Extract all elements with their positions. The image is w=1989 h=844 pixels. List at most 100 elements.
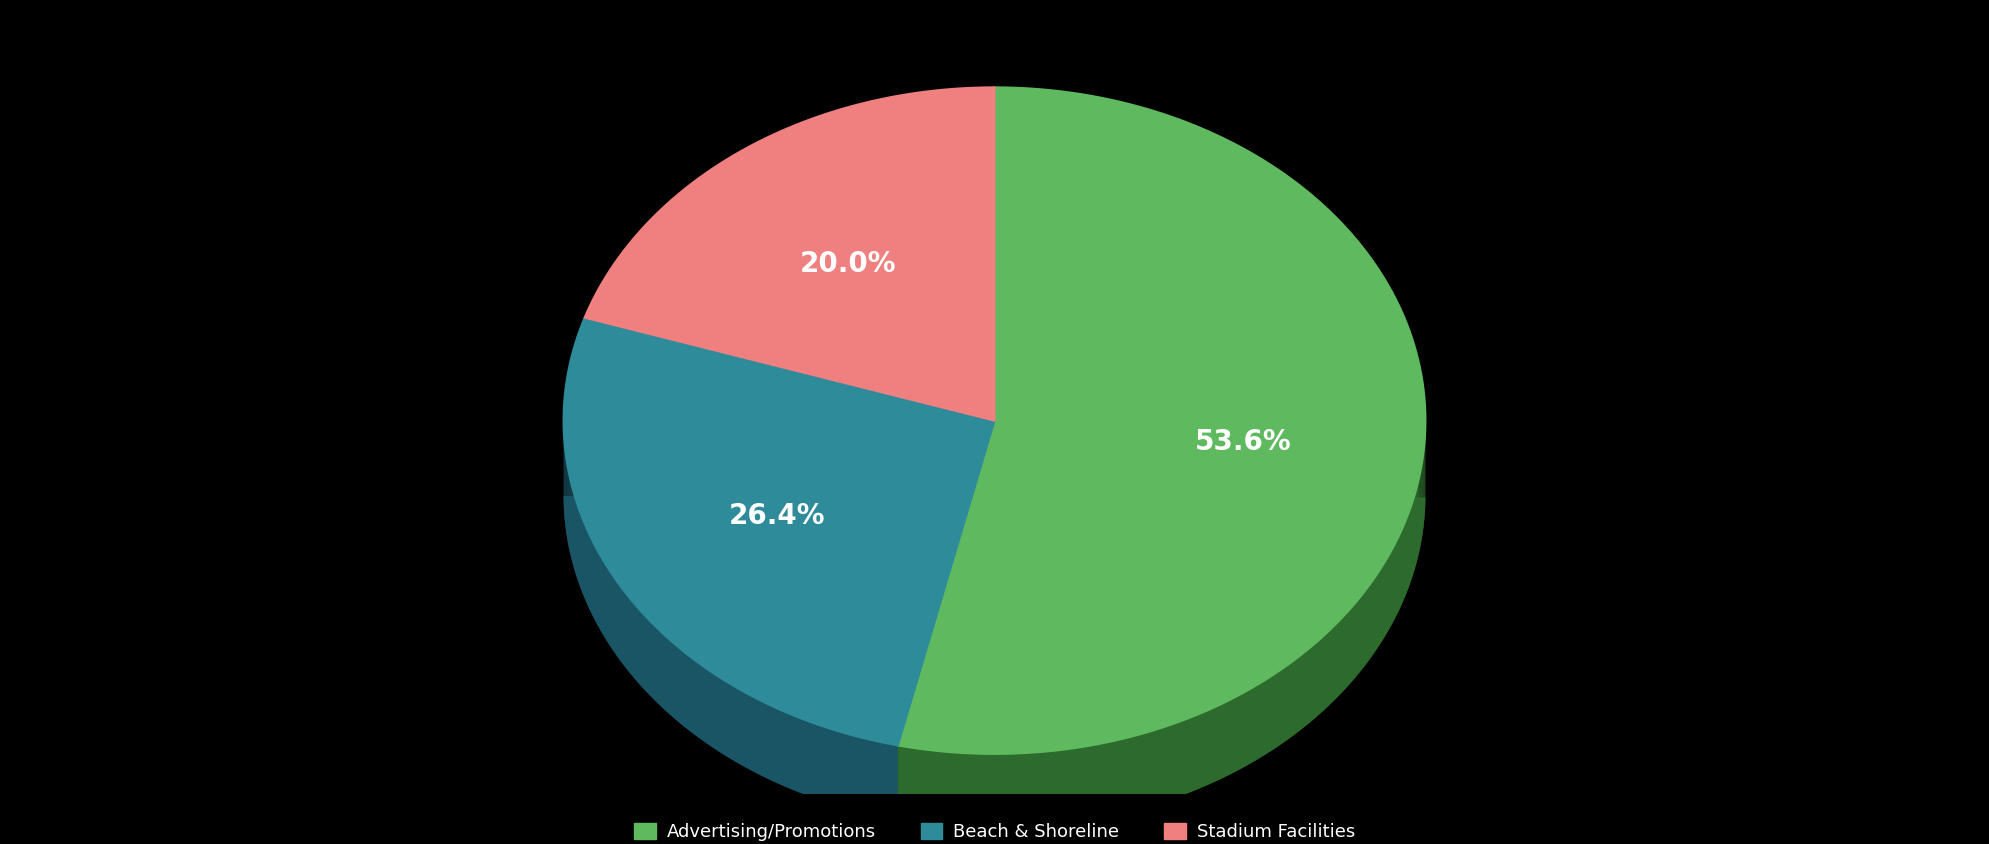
Polygon shape xyxy=(955,753,961,827)
Polygon shape xyxy=(1241,692,1245,769)
Polygon shape xyxy=(1380,564,1384,642)
Polygon shape xyxy=(881,742,883,817)
Polygon shape xyxy=(1333,625,1335,702)
Polygon shape xyxy=(1086,745,1090,821)
Polygon shape xyxy=(1253,685,1257,762)
Text: 20.0%: 20.0% xyxy=(800,251,895,279)
Polygon shape xyxy=(1048,751,1052,826)
Polygon shape xyxy=(1378,567,1380,646)
Polygon shape xyxy=(1233,696,1237,773)
Polygon shape xyxy=(1032,752,1038,827)
Polygon shape xyxy=(1341,616,1345,694)
Polygon shape xyxy=(825,727,827,803)
Polygon shape xyxy=(989,754,994,829)
Polygon shape xyxy=(1018,753,1022,828)
Polygon shape xyxy=(1376,571,1378,649)
Polygon shape xyxy=(1195,714,1199,790)
Polygon shape xyxy=(843,733,845,808)
Polygon shape xyxy=(951,752,955,827)
Polygon shape xyxy=(796,716,798,792)
Polygon shape xyxy=(971,754,975,828)
Polygon shape xyxy=(965,753,971,828)
Polygon shape xyxy=(814,723,815,798)
Polygon shape xyxy=(847,734,849,809)
Polygon shape xyxy=(998,754,1004,829)
Text: 26.4%: 26.4% xyxy=(728,502,825,530)
Polygon shape xyxy=(1335,622,1339,700)
Polygon shape xyxy=(1090,744,1096,820)
Polygon shape xyxy=(1142,733,1146,809)
Polygon shape xyxy=(979,754,985,829)
Polygon shape xyxy=(1096,744,1100,820)
Polygon shape xyxy=(1152,730,1156,806)
Polygon shape xyxy=(1249,688,1253,765)
Polygon shape xyxy=(1164,726,1170,802)
Polygon shape xyxy=(927,749,931,825)
Polygon shape xyxy=(1199,712,1203,788)
Polygon shape xyxy=(1275,671,1279,749)
Polygon shape xyxy=(1138,734,1142,810)
Polygon shape xyxy=(1237,695,1241,771)
Polygon shape xyxy=(1317,639,1319,717)
Polygon shape xyxy=(1263,679,1267,755)
Polygon shape xyxy=(1156,728,1160,804)
Polygon shape xyxy=(758,699,760,775)
Polygon shape xyxy=(1177,721,1181,797)
Polygon shape xyxy=(1349,607,1353,684)
Polygon shape xyxy=(1038,752,1042,827)
Polygon shape xyxy=(875,741,877,816)
Polygon shape xyxy=(827,728,829,803)
Polygon shape xyxy=(1356,597,1360,675)
Polygon shape xyxy=(893,744,895,820)
Polygon shape xyxy=(1080,746,1086,822)
Polygon shape xyxy=(784,711,786,787)
Polygon shape xyxy=(1100,743,1104,819)
Polygon shape xyxy=(812,722,814,798)
Polygon shape xyxy=(1384,560,1386,639)
Polygon shape xyxy=(1353,603,1355,681)
Polygon shape xyxy=(1042,751,1048,826)
Polygon shape xyxy=(772,706,774,782)
Polygon shape xyxy=(859,737,861,812)
Polygon shape xyxy=(770,705,772,781)
Polygon shape xyxy=(831,729,833,804)
Polygon shape xyxy=(897,88,1426,754)
Polygon shape xyxy=(1289,661,1293,738)
Polygon shape xyxy=(941,751,945,826)
Polygon shape xyxy=(815,724,819,799)
Polygon shape xyxy=(1374,574,1376,652)
Polygon shape xyxy=(839,731,841,807)
Polygon shape xyxy=(802,718,804,794)
Polygon shape xyxy=(563,495,994,820)
Polygon shape xyxy=(851,735,853,810)
Polygon shape xyxy=(1219,702,1223,779)
Polygon shape xyxy=(833,730,835,805)
Polygon shape xyxy=(1062,749,1066,825)
Polygon shape xyxy=(810,722,812,798)
Polygon shape xyxy=(804,719,806,795)
Polygon shape xyxy=(994,754,998,829)
Polygon shape xyxy=(1257,683,1259,760)
Polygon shape xyxy=(897,420,994,820)
Polygon shape xyxy=(1293,658,1297,736)
Polygon shape xyxy=(975,754,979,828)
Polygon shape xyxy=(1223,701,1229,777)
Polygon shape xyxy=(1245,690,1249,767)
Polygon shape xyxy=(1215,705,1219,782)
Polygon shape xyxy=(1056,749,1062,825)
Polygon shape xyxy=(829,728,831,804)
Polygon shape xyxy=(1160,727,1164,803)
Polygon shape xyxy=(861,738,863,813)
Polygon shape xyxy=(782,711,784,787)
Polygon shape xyxy=(1118,738,1124,814)
Polygon shape xyxy=(768,704,770,780)
Polygon shape xyxy=(845,733,847,809)
Polygon shape xyxy=(1355,600,1356,678)
Polygon shape xyxy=(1279,668,1283,746)
Polygon shape xyxy=(879,742,881,817)
Polygon shape xyxy=(895,745,897,820)
Polygon shape xyxy=(766,703,768,779)
Polygon shape xyxy=(853,736,857,811)
Polygon shape xyxy=(1339,619,1341,696)
Polygon shape xyxy=(841,732,843,807)
